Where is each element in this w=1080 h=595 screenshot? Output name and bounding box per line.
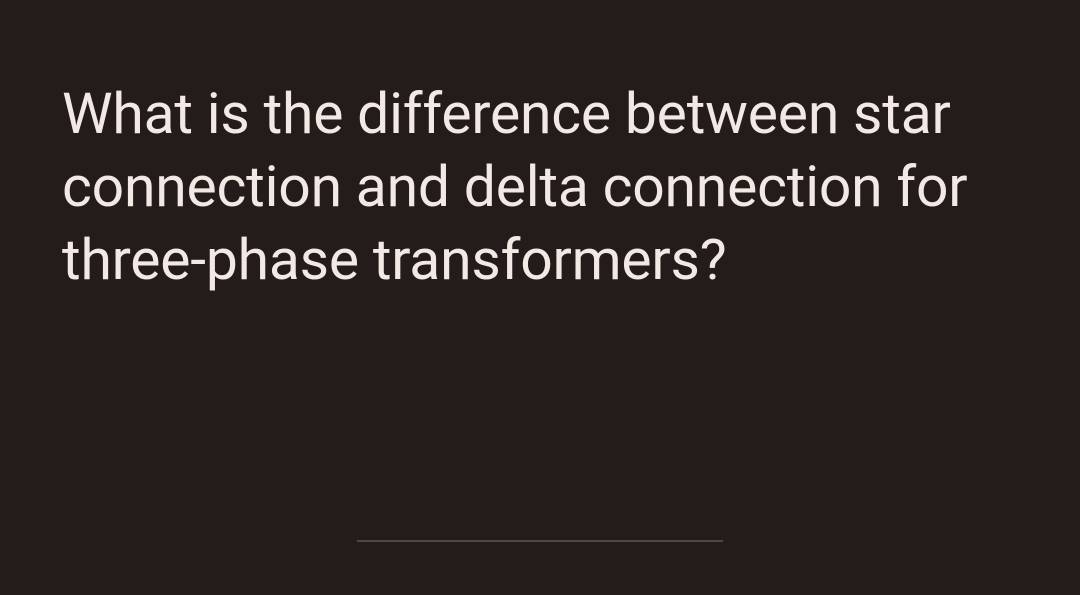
- question-text: What is the difference between star conn…: [62, 78, 1018, 297]
- divider-line: [357, 540, 723, 542]
